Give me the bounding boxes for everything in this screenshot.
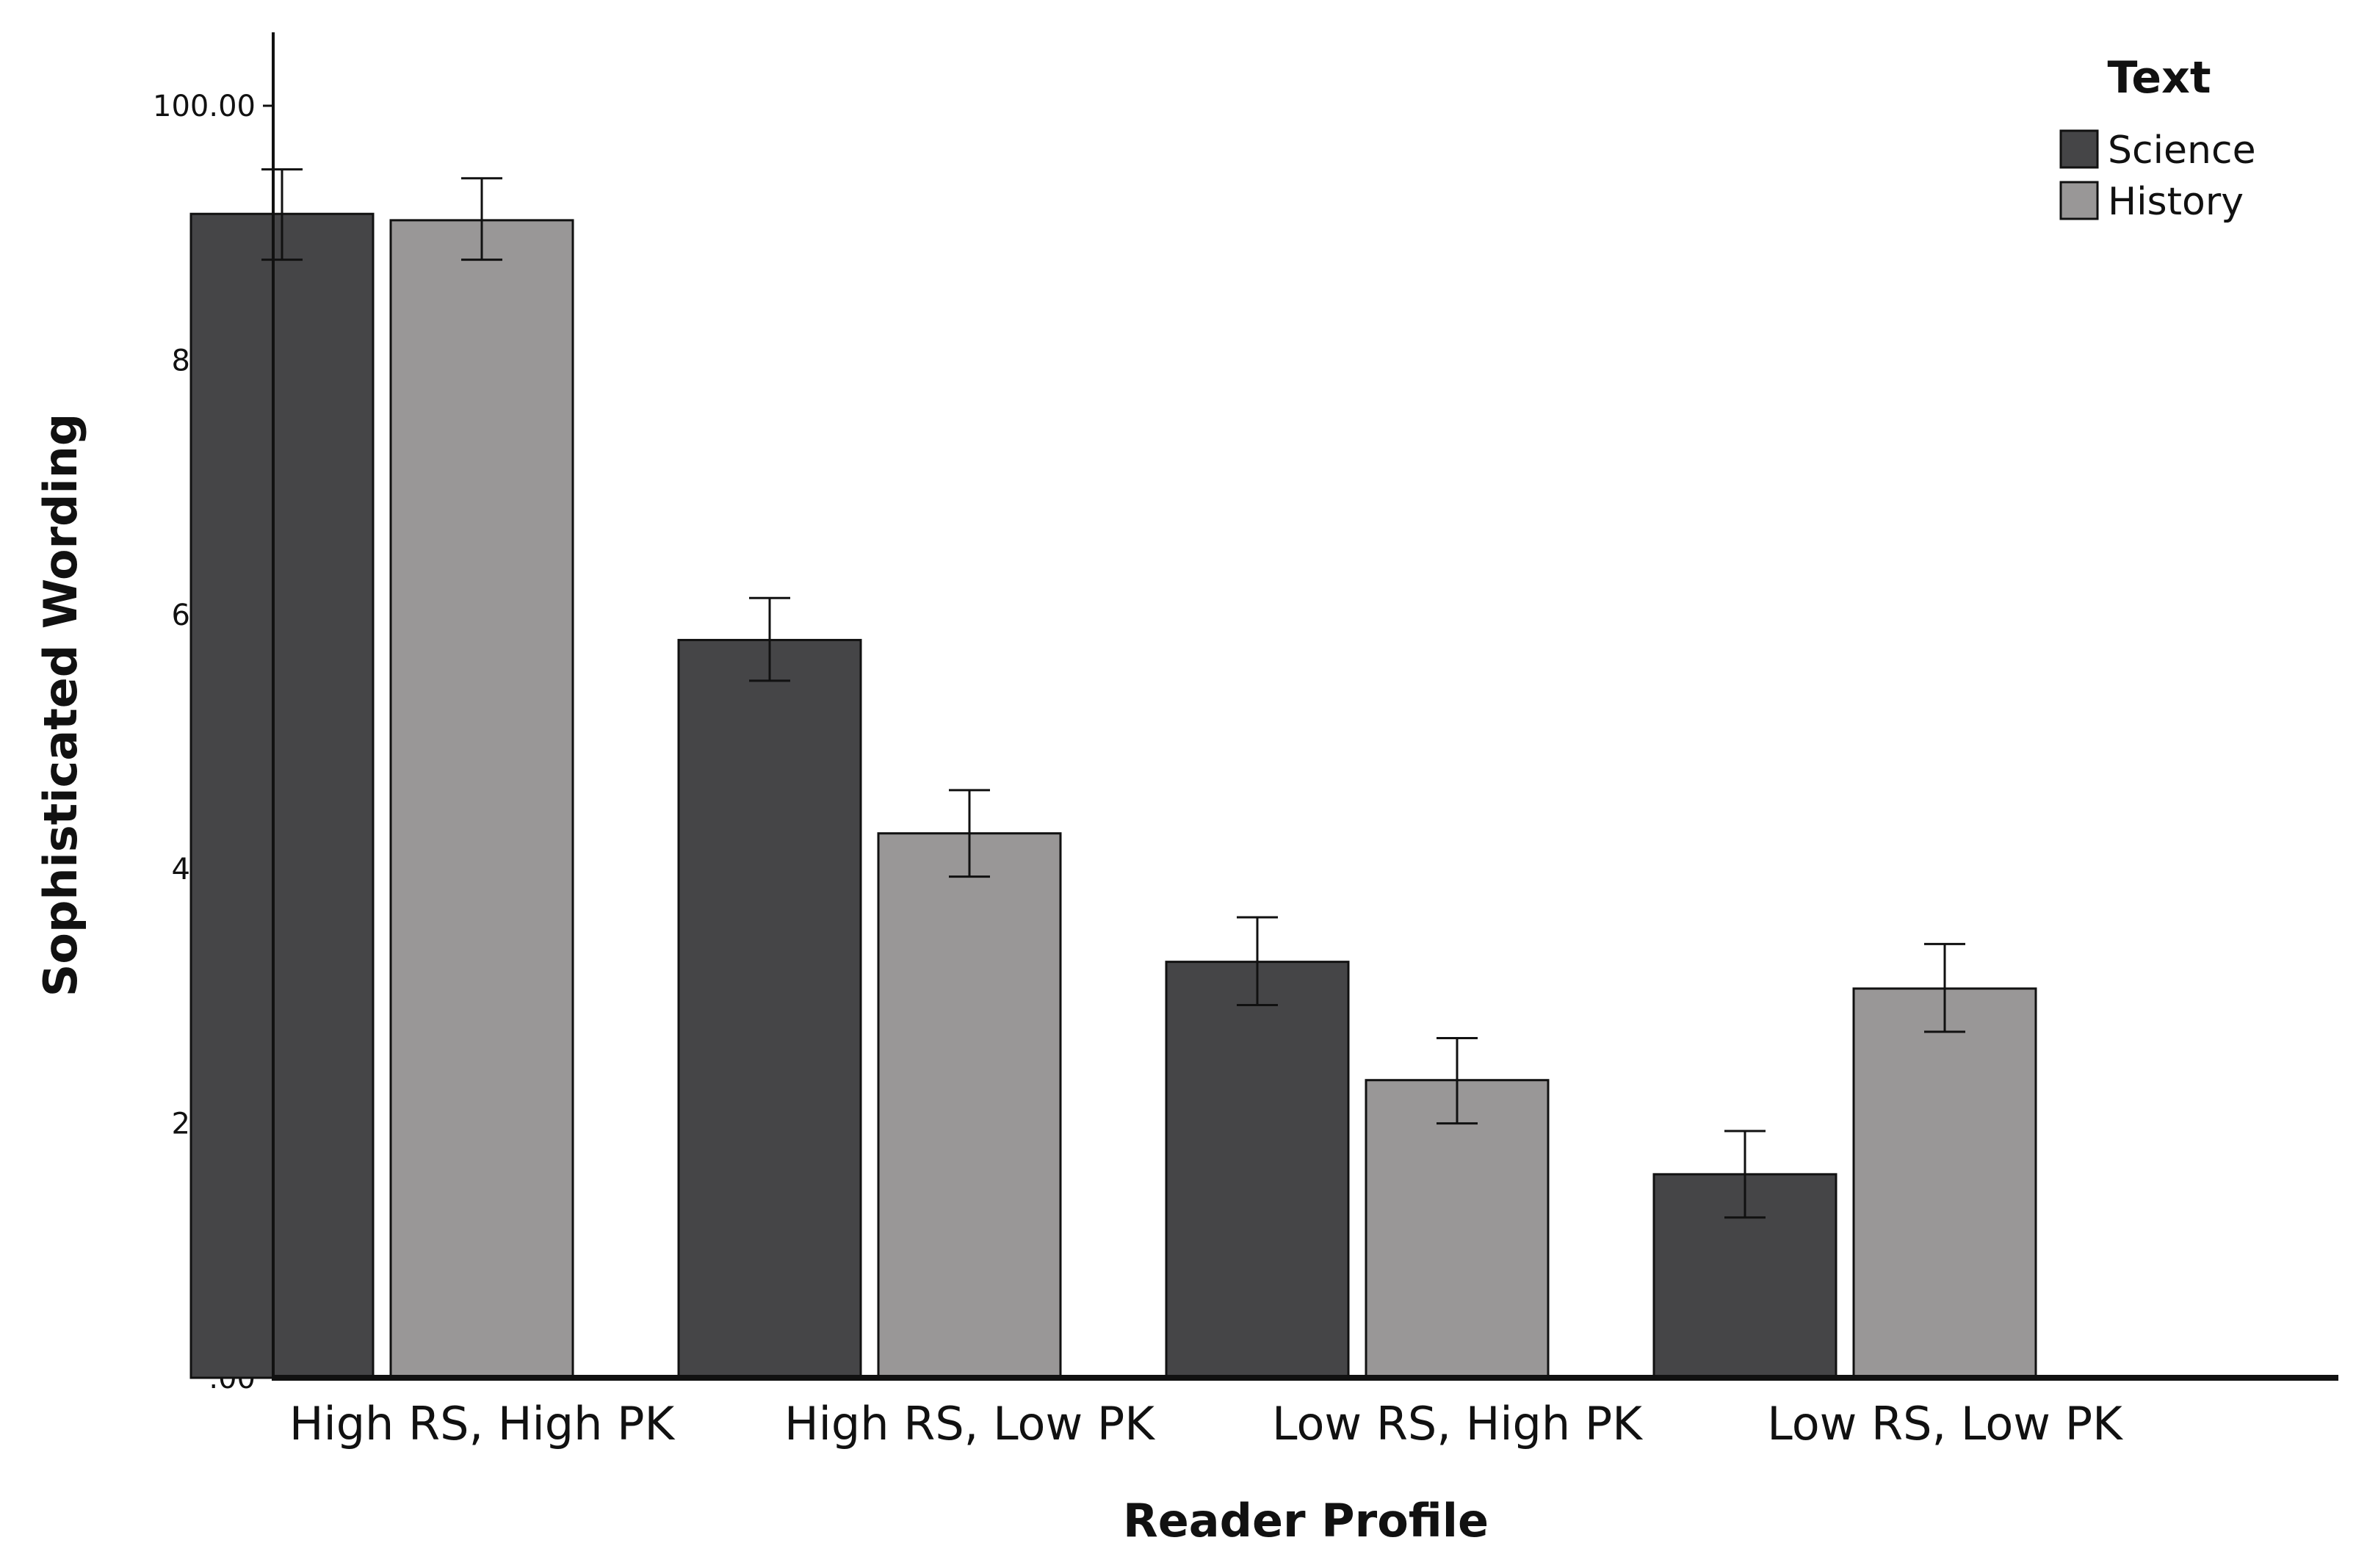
x-category-label: Low RS, Low PK [1767,1397,2123,1450]
x-category-label: High RS, High PK [289,1397,676,1450]
bar-science [1165,961,1350,1379]
legend-swatch-science [2059,129,2099,169]
legend-label-science: Science [2108,129,2256,173]
bar-history [877,832,1062,1379]
legend-title: Text [2107,52,2211,104]
legend: Text Science History [2059,52,2256,224]
error-bars [261,168,1965,1219]
bar-history [1852,987,2037,1379]
legend-swatch-history [2059,181,2099,220]
x-category-label: Low RS, High PK [1272,1397,1643,1450]
x-category-label: High RS, Low PK [784,1397,1155,1450]
y-axis-title: Sophisticated Wording [34,413,87,997]
bar-science [677,638,862,1379]
bar-science [189,212,375,1379]
x-axis-title: Reader Profile [1123,1494,1489,1547]
bar-history [389,219,574,1379]
x-axis-category-labels: High RS, High PK High RS, Low PK Low RS, H… [289,1397,2123,1450]
bar-history [1365,1079,1550,1379]
bars [189,212,2037,1379]
y-tick-label: 100.00 [153,90,256,123]
legend-label-history: History [2108,180,2244,224]
